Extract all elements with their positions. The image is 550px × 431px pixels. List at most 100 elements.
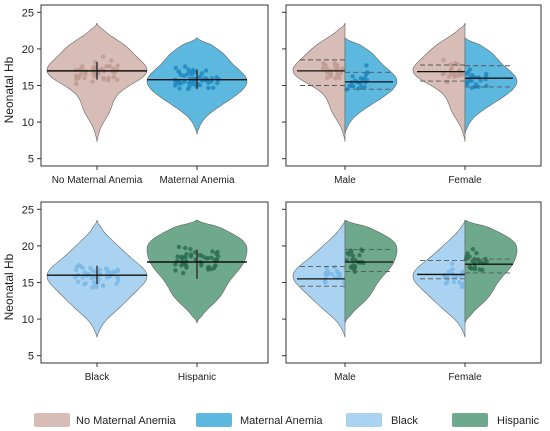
data-point — [445, 275, 450, 281]
data-point — [448, 62, 453, 67]
half-violin-maternal-anemia — [464, 37, 518, 135]
x-tick-label: Male — [334, 175, 356, 186]
legend-label-hispanic: Hispanic — [497, 415, 540, 427]
half-violin-no-maternal-anemia — [292, 22, 346, 142]
y-tick-label: 5 — [28, 351, 34, 363]
data-point — [105, 270, 110, 275]
data-point — [173, 65, 178, 71]
data-point — [476, 75, 481, 80]
data-point — [176, 244, 182, 250]
panel-top-right: Male Female — [282, 4, 542, 186]
data-point — [346, 252, 352, 257]
y-axis-label-top: Neonatal Hb — [2, 56, 16, 123]
y-tick-label: 20 — [22, 241, 34, 253]
data-point — [453, 61, 458, 66]
data-point — [114, 281, 119, 286]
data-point — [191, 67, 196, 73]
y-tick-label: 25 — [22, 204, 34, 216]
data-point — [459, 282, 464, 287]
data-point — [176, 81, 182, 86]
data-point — [82, 270, 87, 275]
data-point — [210, 249, 215, 254]
data-point — [351, 84, 356, 89]
legend: No Maternal Anemia Maternal Anemia Black… — [34, 413, 540, 427]
data-point — [188, 246, 193, 252]
data-point — [115, 268, 121, 273]
data-point — [75, 279, 81, 284]
data-point — [97, 267, 103, 272]
data-point — [82, 75, 87, 81]
data-point — [199, 71, 205, 76]
data-point — [474, 250, 479, 256]
data-point — [446, 74, 452, 79]
data-point — [90, 79, 95, 84]
data-point — [484, 71, 489, 77]
data-point — [115, 275, 121, 281]
data-point — [443, 281, 448, 286]
data-point — [179, 263, 184, 268]
panel-bottom-left: 5 10 15 20 25 Black Hispanic — [22, 201, 269, 383]
data-point — [360, 77, 365, 82]
y-tick-label: 20 — [22, 44, 34, 56]
data-point — [80, 64, 85, 69]
data-point — [476, 258, 481, 264]
data-point — [78, 71, 84, 77]
data-point — [332, 60, 337, 66]
data-point — [73, 67, 79, 73]
legend-swatch-maternal-anemia — [196, 413, 232, 427]
data-point — [472, 266, 478, 272]
data-point — [350, 74, 355, 79]
data-point — [214, 257, 219, 262]
data-point — [464, 81, 470, 87]
legend-label-black: Black — [391, 415, 418, 427]
legend-swatch-black — [346, 413, 382, 427]
data-point — [111, 74, 117, 80]
data-point — [206, 85, 211, 91]
x-tick-label: Maternal Anemia — [159, 175, 234, 186]
data-point — [211, 85, 216, 91]
data-point — [362, 84, 367, 89]
legend-label-maternal-anemia: Maternal Anemia — [240, 415, 323, 427]
data-point — [445, 79, 450, 84]
data-point — [115, 77, 120, 83]
data-point — [323, 280, 328, 285]
y-tick-label: 25 — [22, 7, 34, 19]
y-tick-label: 5 — [28, 154, 34, 166]
data-point — [441, 71, 447, 76]
data-point — [450, 267, 455, 272]
data-point — [340, 66, 345, 71]
x-tick-label: Female — [448, 175, 482, 186]
data-point — [189, 72, 195, 77]
data-point — [332, 265, 337, 270]
data-point — [201, 255, 207, 260]
data-point — [182, 64, 188, 69]
data-point — [320, 66, 326, 71]
data-point — [103, 266, 109, 271]
data-point — [216, 254, 221, 259]
data-point — [90, 285, 95, 290]
data-point — [441, 57, 446, 62]
data-point — [211, 266, 216, 271]
data-point — [344, 258, 349, 263]
data-point — [176, 69, 181, 74]
data-point — [92, 64, 97, 70]
data-point — [477, 267, 482, 272]
data-point — [107, 63, 112, 69]
data-point — [321, 61, 326, 66]
data-point — [173, 268, 178, 273]
data-point — [74, 77, 79, 82]
data-point — [80, 265, 86, 270]
data-point — [186, 67, 191, 72]
data-point — [80, 275, 85, 280]
data-point — [467, 254, 472, 259]
data-point — [199, 263, 204, 268]
data-point — [351, 263, 356, 268]
data-point — [449, 65, 454, 71]
data-point — [365, 70, 370, 75]
x-tick-label: Hispanic — [178, 372, 216, 383]
y-tick-label: 15 — [22, 81, 34, 93]
data-point — [364, 63, 369, 68]
data-point — [101, 283, 106, 288]
data-point — [215, 249, 220, 255]
data-point — [101, 54, 106, 59]
